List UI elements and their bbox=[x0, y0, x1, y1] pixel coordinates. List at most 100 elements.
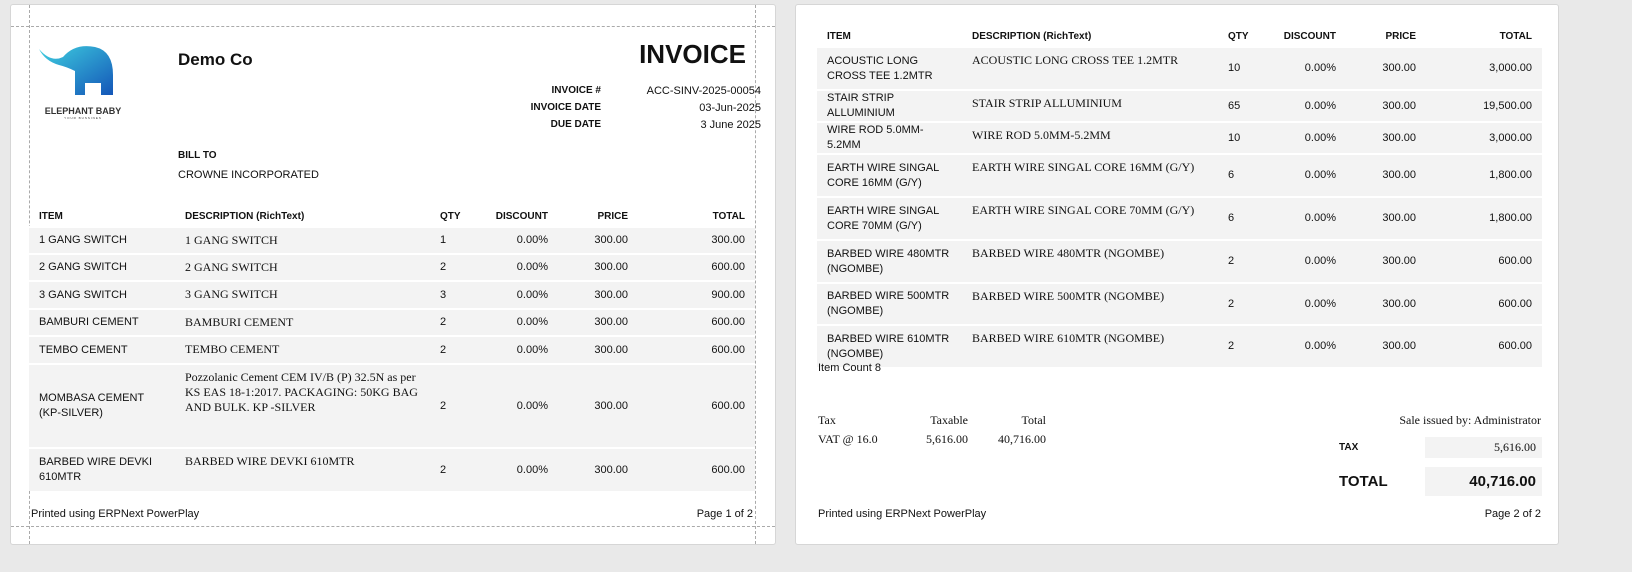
item-total: 600.00 bbox=[1426, 282, 1542, 325]
item-qty: 65 bbox=[1218, 89, 1266, 122]
item-description: EARTH WIRE SINGAL CORE 16MM (G/Y) bbox=[962, 153, 1218, 197]
item-description: 3 GANG SWITCH bbox=[175, 280, 430, 309]
page-number: Page 2 of 2 bbox=[1484, 508, 1541, 520]
total-header: Total bbox=[1021, 413, 1047, 427]
item-name: STAIR STRIP ALLUMINIUM bbox=[817, 89, 962, 122]
item-price: 300.00 bbox=[1346, 196, 1426, 240]
item-total: 600.00 bbox=[638, 253, 755, 281]
item-qty: 10 bbox=[1218, 46, 1266, 90]
item-discount: 0.00% bbox=[1266, 239, 1346, 283]
invoice-number: ACC-SINV-2025-00054 bbox=[646, 84, 761, 97]
item-price: 300.00 bbox=[1346, 324, 1426, 367]
item-qty: 2 bbox=[1218, 239, 1266, 283]
item-name: BARBED WIRE 500MTR (NGOMBE) bbox=[817, 282, 962, 325]
table-row: BARBED WIRE DEVKI 610MTR BARBED WIRE DEVK… bbox=[29, 447, 755, 491]
item-price: 300.00 bbox=[1346, 153, 1426, 197]
item-name: 2 GANG SWITCH bbox=[29, 253, 175, 281]
item-discount: 0.00% bbox=[1266, 46, 1346, 90]
item-description: EARTH WIRE SINGAL CORE 70MM (G/Y) bbox=[962, 196, 1218, 240]
table-header: ITEM DESCRIPTION (RichText) QTY DISCOUNT PRI… bbox=[29, 207, 755, 227]
item-discount: 0.00% bbox=[478, 308, 558, 336]
table-row: EARTH WIRE SINGAL CORE 16MM (G/Y) EARTH W… bbox=[817, 153, 1542, 197]
invoice-meta: INVOICE # ACC-SINV-2025-00054 INVOICE DAT… bbox=[451, 82, 761, 133]
table-row: 3 GANG SWITCH 3 GANG SWITCH 3 0.00% 300.00 90… bbox=[29, 280, 755, 309]
table-row: BARBED WIRE 500MTR (NGOMBE) BARBED WIRE 5… bbox=[817, 282, 1542, 325]
item-total: 900.00 bbox=[638, 280, 755, 309]
bill-to-name: CROWNE INCORPORATED bbox=[178, 169, 319, 181]
item-price: 300.00 bbox=[558, 253, 638, 281]
logo-tagline: YOUR BUSSINES bbox=[64, 116, 102, 120]
tax-header: Tax bbox=[818, 413, 836, 427]
invoice-date: 03-Jun-2025 bbox=[699, 101, 761, 114]
item-description: 2 GANG SWITCH bbox=[175, 253, 430, 281]
table-row: WIRE ROD 5.0MM-5.2MM WIRE ROD 5.0MM-5.2MM… bbox=[817, 121, 1542, 154]
item-qty: 2 bbox=[430, 363, 478, 448]
item-name: 3 GANG SWITCH bbox=[29, 280, 175, 309]
column-header: DISCOUNT bbox=[1283, 31, 1336, 42]
logo-text: ELEPHANT BABY bbox=[44, 106, 122, 116]
column-header: QTY bbox=[440, 211, 461, 222]
item-qty: 2 bbox=[430, 253, 478, 281]
margin-guide bbox=[11, 526, 775, 527]
item-discount: 0.00% bbox=[1266, 121, 1346, 154]
item-price: 300.00 bbox=[558, 447, 638, 491]
item-name: TEMBO CEMENT bbox=[29, 335, 175, 364]
tax-value: 5,616.00 bbox=[1425, 437, 1542, 458]
item-name: MOMBASA CEMENT (KP-SILVER) bbox=[29, 363, 175, 448]
column-header: DISCOUNT bbox=[495, 211, 548, 222]
item-discount: 0.00% bbox=[478, 253, 558, 281]
tax-summary: TAX 5,616.00 bbox=[1339, 437, 1542, 458]
invoice-number-label: INVOICE # bbox=[551, 85, 601, 96]
item-discount: 0.00% bbox=[478, 280, 558, 309]
item-discount: 0.00% bbox=[1266, 324, 1346, 367]
item-qty: 6 bbox=[1218, 153, 1266, 197]
item-name: BARBED WIRE DEVKI 610MTR bbox=[29, 447, 175, 491]
company-logo: ELEPHANT BABY YOUR BUSSINES bbox=[37, 41, 127, 120]
margin-guide bbox=[755, 5, 756, 544]
item-name: EARTH WIRE SINGAL CORE 16MM (G/Y) bbox=[817, 153, 962, 197]
table-row: 2 GANG SWITCH 2 GANG SWITCH 2 0.00% 300.00 60… bbox=[29, 253, 755, 281]
table-row: MOMBASA CEMENT (KP-SILVER) Pozzolanic Cem… bbox=[29, 363, 755, 448]
grand-total: TOTAL 40,716.00 bbox=[1339, 467, 1542, 496]
item-price: 300.00 bbox=[1346, 89, 1426, 122]
item-description: WIRE ROD 5.0MM-5.2MM bbox=[962, 121, 1218, 154]
item-name: BARBED WIRE 480MTR (NGOMBE) bbox=[817, 239, 962, 283]
item-total: 600.00 bbox=[638, 335, 755, 364]
table-header: ITEM DESCRIPTION (RichText) QTY DISCOUNT PRI… bbox=[817, 27, 1542, 47]
item-description: BAMBURI CEMENT bbox=[175, 308, 430, 336]
tax-total: 40,716.00 bbox=[998, 432, 1046, 446]
item-qty: 2 bbox=[430, 447, 478, 491]
item-total: 600.00 bbox=[1426, 324, 1542, 367]
tax-name: VAT @ 16.0 bbox=[818, 432, 878, 446]
total-value: 40,716.00 bbox=[1425, 467, 1542, 496]
item-price: 300.00 bbox=[558, 226, 638, 254]
item-discount: 0.00% bbox=[478, 363, 558, 448]
item-name: BARBED WIRE 610MTR (NGOMBE) bbox=[817, 324, 962, 367]
item-total: 3,000.00 bbox=[1426, 121, 1542, 154]
item-name: 1 GANG SWITCH bbox=[29, 226, 175, 254]
column-header: TOTAL bbox=[712, 211, 745, 222]
item-total: 600.00 bbox=[638, 308, 755, 336]
item-description: Pozzolanic Cement CEM IV/B (P) 32.5N as … bbox=[175, 363, 430, 448]
column-header: DESCRIPTION (RichText) bbox=[972, 31, 1092, 42]
due-date: 3 June 2025 bbox=[700, 118, 761, 131]
item-price: 300.00 bbox=[1346, 46, 1426, 90]
item-discount: 0.00% bbox=[1266, 153, 1346, 197]
item-qty: 2 bbox=[430, 335, 478, 364]
column-header: QTY bbox=[1228, 31, 1249, 42]
items-table: ITEM DESCRIPTION (RichText) QTY DISCOUNT PRI… bbox=[817, 27, 1542, 367]
item-total: 600.00 bbox=[1426, 239, 1542, 283]
item-qty: 2 bbox=[1218, 324, 1266, 367]
table-row: ACOUSTIC LONG CROSS TEE 1.2MTR ACOUSTIC L… bbox=[817, 46, 1542, 90]
item-qty: 2 bbox=[430, 308, 478, 336]
item-description: TEMBO CEMENT bbox=[175, 335, 430, 364]
item-qty: 1 bbox=[430, 226, 478, 254]
table-row: BARBED WIRE 610MTR (NGOMBE) BARBED WIRE 6… bbox=[817, 324, 1542, 367]
item-price: 300.00 bbox=[558, 363, 638, 448]
column-header: TOTAL bbox=[1499, 31, 1532, 42]
item-name: BAMBURI CEMENT bbox=[29, 308, 175, 336]
item-name: EARTH WIRE SINGAL CORE 70MM (G/Y) bbox=[817, 196, 962, 240]
item-count: Item Count 8 bbox=[818, 362, 881, 374]
issued-by: Sale issued by: Administrator bbox=[1399, 413, 1541, 427]
doc-title: INVOICE bbox=[639, 39, 746, 69]
